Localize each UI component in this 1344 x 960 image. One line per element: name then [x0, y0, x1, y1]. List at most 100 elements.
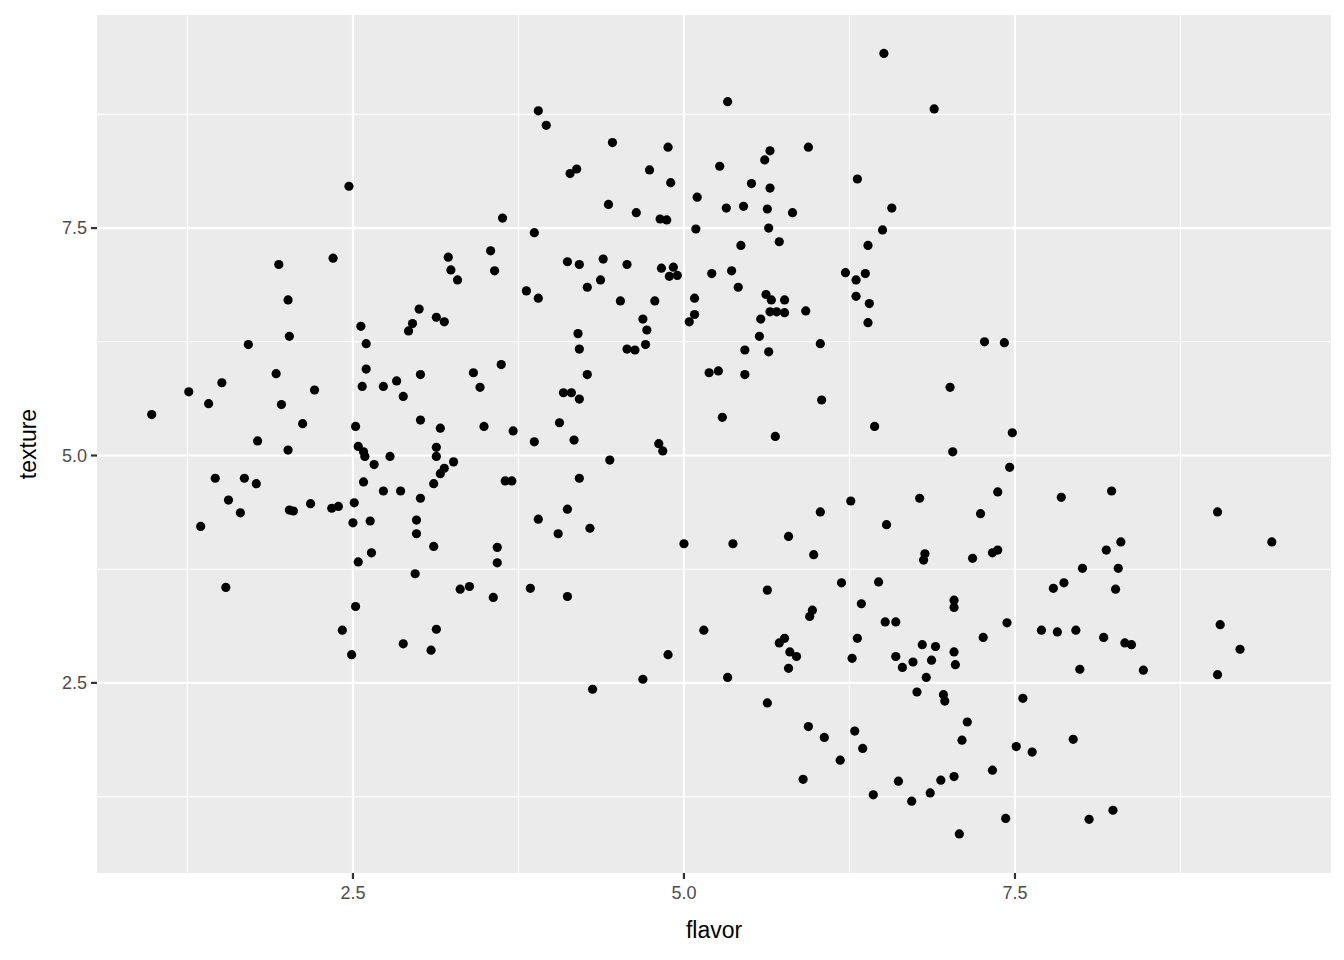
point: [722, 204, 731, 213]
grid-line: [97, 227, 1331, 229]
point: [569, 435, 578, 444]
point: [650, 296, 659, 305]
point: [988, 766, 997, 775]
point: [399, 392, 408, 401]
point: [475, 383, 484, 392]
point: [837, 578, 846, 587]
point: [1235, 645, 1244, 654]
point: [963, 717, 972, 726]
point: [211, 474, 220, 483]
grid-line: [97, 682, 1331, 684]
point: [809, 550, 818, 559]
point: [334, 502, 343, 511]
point: [747, 179, 756, 188]
x-tick: [683, 873, 685, 879]
point: [408, 319, 417, 328]
point: [622, 260, 631, 269]
point: [196, 522, 205, 531]
point: [1069, 735, 1078, 744]
point: [385, 452, 394, 461]
point: [616, 296, 625, 305]
point: [739, 202, 748, 211]
point: [596, 275, 605, 284]
point: [764, 224, 773, 233]
point: [415, 304, 424, 313]
point: [509, 426, 518, 435]
point: [907, 797, 916, 806]
point: [922, 673, 931, 682]
point: [920, 549, 929, 558]
point: [780, 634, 789, 643]
point: [244, 340, 253, 349]
point: [755, 332, 764, 341]
point: [412, 529, 421, 538]
point: [945, 383, 954, 392]
point: [1071, 626, 1080, 635]
point: [432, 625, 441, 634]
point: [816, 507, 825, 516]
point: [298, 419, 307, 428]
y-tick: [91, 682, 97, 684]
point: [351, 422, 360, 431]
point: [338, 626, 347, 635]
point: [858, 744, 867, 753]
point: [432, 452, 441, 461]
point: [979, 633, 988, 642]
point: [285, 332, 294, 341]
minor-grid-line: [97, 341, 1331, 342]
point: [240, 474, 249, 483]
point: [993, 546, 1002, 555]
point: [204, 399, 213, 408]
point: [542, 121, 551, 130]
x-tick: [1014, 873, 1016, 879]
point: [347, 650, 356, 659]
point: [306, 499, 315, 508]
point: [493, 558, 502, 567]
point: [554, 529, 563, 538]
point: [693, 193, 702, 202]
point: [705, 368, 714, 377]
point: [412, 515, 421, 524]
point: [356, 322, 365, 331]
point: [764, 347, 773, 356]
point: [411, 569, 420, 578]
point: [358, 382, 367, 391]
point: [469, 368, 478, 377]
chart-container: 2.55.07.52.55.07.5flavortexture: [0, 0, 1344, 960]
point: [559, 388, 568, 397]
point: [804, 722, 813, 731]
point: [949, 772, 958, 781]
point: [763, 698, 772, 707]
point: [723, 673, 732, 682]
minor-grid-line: [187, 15, 188, 873]
point: [993, 487, 1002, 496]
point: [641, 340, 650, 349]
point: [836, 756, 845, 765]
point: [816, 339, 825, 348]
point: [622, 344, 631, 353]
x-tick-label: 5.0: [671, 883, 696, 903]
point: [699, 626, 708, 635]
point: [850, 727, 859, 736]
point: [534, 515, 543, 524]
point: [497, 360, 506, 369]
point: [1216, 620, 1225, 629]
point: [760, 155, 769, 164]
point: [780, 295, 789, 304]
point: [948, 447, 957, 456]
point: [663, 650, 672, 659]
point: [147, 410, 156, 419]
point: [799, 775, 808, 784]
point: [940, 696, 949, 705]
point: [968, 554, 977, 563]
point: [756, 314, 765, 323]
x-tick-label: 2.5: [340, 883, 365, 903]
point: [863, 241, 872, 250]
point: [252, 479, 261, 488]
point: [734, 283, 743, 292]
point: [1078, 564, 1087, 573]
point: [645, 165, 654, 174]
point: [1116, 537, 1125, 546]
point: [1139, 666, 1148, 675]
point: [853, 174, 862, 183]
